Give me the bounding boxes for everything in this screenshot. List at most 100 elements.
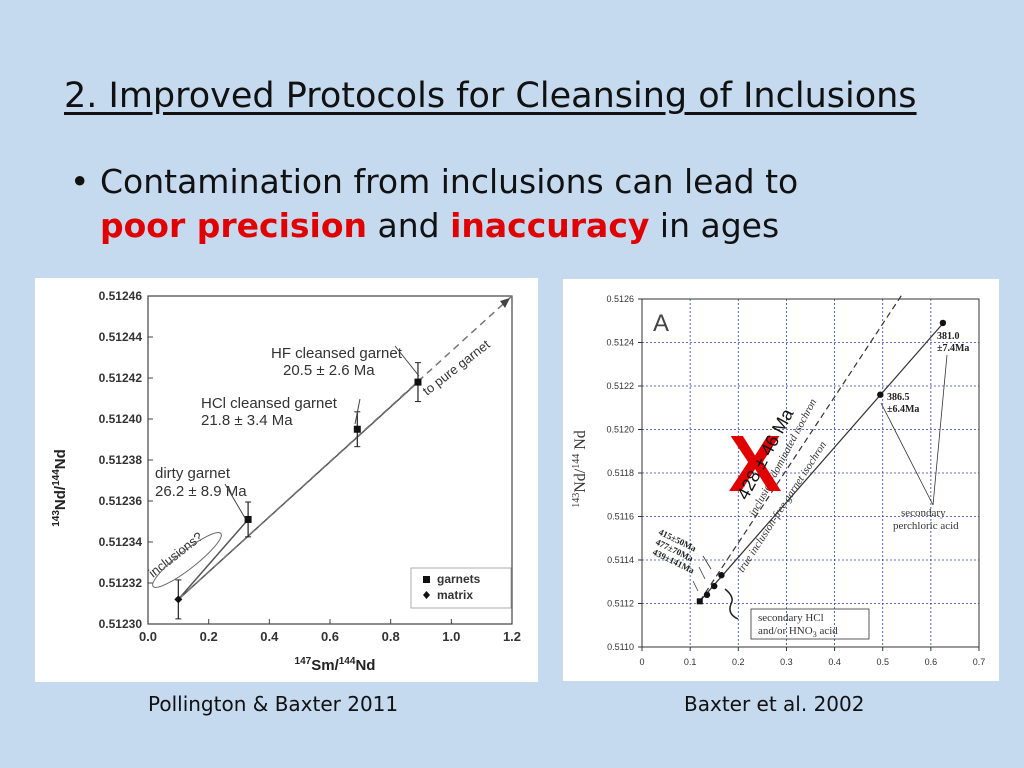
right-ylabel-b: Nd xyxy=(572,430,589,454)
left-isochron-line xyxy=(177,518,249,600)
left-caption: Pollington & Baxter 2011 xyxy=(148,692,399,716)
label-sec-hcl-1: secondary HCl xyxy=(758,612,824,624)
label-age-381-2: ±7.4Ma xyxy=(937,343,969,354)
label-age-386-2: ±6.4Ma xyxy=(887,404,919,415)
left-garnet-point xyxy=(353,425,361,433)
right-panel-letter: A xyxy=(653,310,669,337)
annotation-inclusions: inclusions? xyxy=(146,529,206,580)
slide-title: 2. Improved Protocols for Cleansing of I… xyxy=(64,76,917,116)
label-sec-perc-1: secondary xyxy=(901,507,946,519)
brace xyxy=(724,588,739,620)
right-y-axis-label: 143Nd/144 Nd xyxy=(571,430,589,508)
left-ylabel-iso: 143 xyxy=(51,510,62,527)
pointer-age-1 xyxy=(702,555,712,570)
overlay-cross: X xyxy=(728,419,781,508)
left-xlabel-iso2: 144 xyxy=(339,656,356,667)
annotation-hcl-2: 21.8 ± 3.4 Ma xyxy=(201,412,293,429)
left-y-axis-label: 143Nd/144Nd xyxy=(51,449,69,527)
inclusions-ellipse xyxy=(152,532,222,588)
left-garnet-point xyxy=(244,515,252,523)
bullet-text: Contamination from inclusions can lead t… xyxy=(100,160,960,248)
label-sec-hcl-2: and/or HNO3 acid xyxy=(758,625,838,639)
right-x-tick-label: 0.1 xyxy=(684,657,697,667)
right-y-tick-label: 0.5126 xyxy=(606,294,634,304)
label-age-381-1: 381.0 xyxy=(937,331,960,342)
left-chart-panel: 0.0 0.2 0.4 0.6 0.8 1.0 1.2 0.51230 0.51232 0.512… xyxy=(35,278,538,682)
right-x-tick-label: 0.3 xyxy=(780,657,793,667)
left-y-tick-label: 0.51246 xyxy=(99,289,143,303)
left-xlabel-iso: 147 xyxy=(295,656,312,667)
pointer-dirty xyxy=(224,483,246,519)
left-ylabel-iso2: 144 xyxy=(51,469,62,486)
right-x-tick-label: 0.4 xyxy=(828,657,841,667)
right-x-tick-label: 0 xyxy=(639,657,644,667)
sec-hcl-acid: acid xyxy=(817,625,839,637)
highlight-inaccuracy: inaccuracy xyxy=(450,206,650,245)
right-isochron-line xyxy=(699,294,903,602)
left-y-tick-label: 0.51240 xyxy=(99,412,143,426)
left-x-axis-label: 147Sm/144Nd xyxy=(295,656,376,674)
right-data-point xyxy=(703,591,711,598)
left-x-tick-label: 1.2 xyxy=(503,629,521,644)
pointer-age-3 xyxy=(692,580,699,592)
left-chart: 0.0 0.2 0.4 0.6 0.8 1.0 1.2 0.51230 0.51232 0.512… xyxy=(51,289,521,674)
right-y-tick-label: 0.5124 xyxy=(606,338,634,348)
left-matrix-point xyxy=(174,595,183,604)
right-data-point xyxy=(711,582,718,590)
legend-box xyxy=(410,567,512,609)
right-chart: 0 0.1 0.2 0.3 0.4 0.5 0.6 0.7 0.5110 0.5112 0.5114… xyxy=(571,294,986,667)
left-ylabel-b: Nd xyxy=(52,449,69,469)
sec-hcl-subscript: 3 xyxy=(813,630,817,639)
left-ylabel-a: Nd/ xyxy=(52,485,69,510)
pointer-hcl xyxy=(354,398,361,425)
left-isochron-line xyxy=(177,295,513,600)
right-data-point xyxy=(877,391,884,398)
right-x-tick-label: 0.7 xyxy=(973,657,986,667)
right-y-tick-label: 0.5110 xyxy=(607,642,634,652)
right-ylabel-iso2: 144 xyxy=(571,454,582,469)
right-x-tick-label: 0.6 xyxy=(925,657,938,667)
right-plot-frame xyxy=(641,298,980,648)
pointer-perc-a xyxy=(880,402,934,506)
annotation-hf-2: 20.5 ± 2.6 Ma xyxy=(283,362,375,379)
pointer-perc-b xyxy=(932,354,948,506)
left-y-tick-label: 0.51232 xyxy=(99,576,143,590)
annotation-dirty-1: dirty garnet xyxy=(155,465,231,482)
bullet-and: and xyxy=(377,206,440,245)
right-y-tick-label: 0.5112 xyxy=(607,599,634,609)
left-x-tick-label: 0.4 xyxy=(260,629,279,644)
right-y-tick-label: 0.5120 xyxy=(606,425,634,435)
right-x-tick-label: 0.2 xyxy=(732,657,745,667)
sec-hcl-box xyxy=(750,608,870,640)
left-arrowhead xyxy=(500,298,510,308)
right-ylabel-a: Nd/ xyxy=(572,468,589,493)
left-garnet-point xyxy=(414,378,422,386)
left-x-tick-label: 0.2 xyxy=(200,629,218,644)
right-data-point xyxy=(718,572,725,579)
left-y-tick-label: 0.51238 xyxy=(99,453,143,467)
legend-garnets: garnets xyxy=(437,572,481,586)
left-y-tick-label: 0.51234 xyxy=(99,535,143,549)
right-caption: Baxter et al. 2002 xyxy=(684,692,865,716)
left-legend: garnets matrix xyxy=(410,567,512,609)
bullet-prefix: Contamination from inclusions can lead t… xyxy=(100,162,799,201)
pointer-hf xyxy=(394,345,420,377)
bullet-marker: • xyxy=(70,162,90,201)
left-x-tick-label: 1.0 xyxy=(442,629,460,644)
legend-matrix-marker xyxy=(423,591,430,599)
left-xlabel-a: Sm/ xyxy=(311,657,339,674)
right-ylabel-iso: 143 xyxy=(571,493,582,508)
left-y-tick-label: 0.51236 xyxy=(99,494,143,508)
left-y-tick-label: 0.51244 xyxy=(99,330,143,344)
left-x-tick-label: 0.8 xyxy=(382,629,400,644)
annotation-dirty-2: 26.2 ± 8.9 Ma xyxy=(155,483,247,500)
right-data-point xyxy=(939,319,947,327)
annotation-hf-1: HF cleansed garnet xyxy=(271,345,403,362)
right-isochron-line xyxy=(699,320,946,602)
left-x-tick-label: 0.0 xyxy=(139,629,157,644)
left-y-tick-label: 0.51230 xyxy=(99,617,143,631)
right-y-tick-label: 0.5118 xyxy=(607,468,634,478)
bullet-suffix: in ages xyxy=(659,206,780,245)
label-sec-perc-2: perchloric acid xyxy=(893,520,959,532)
legend-matrix: matrix xyxy=(437,588,473,602)
